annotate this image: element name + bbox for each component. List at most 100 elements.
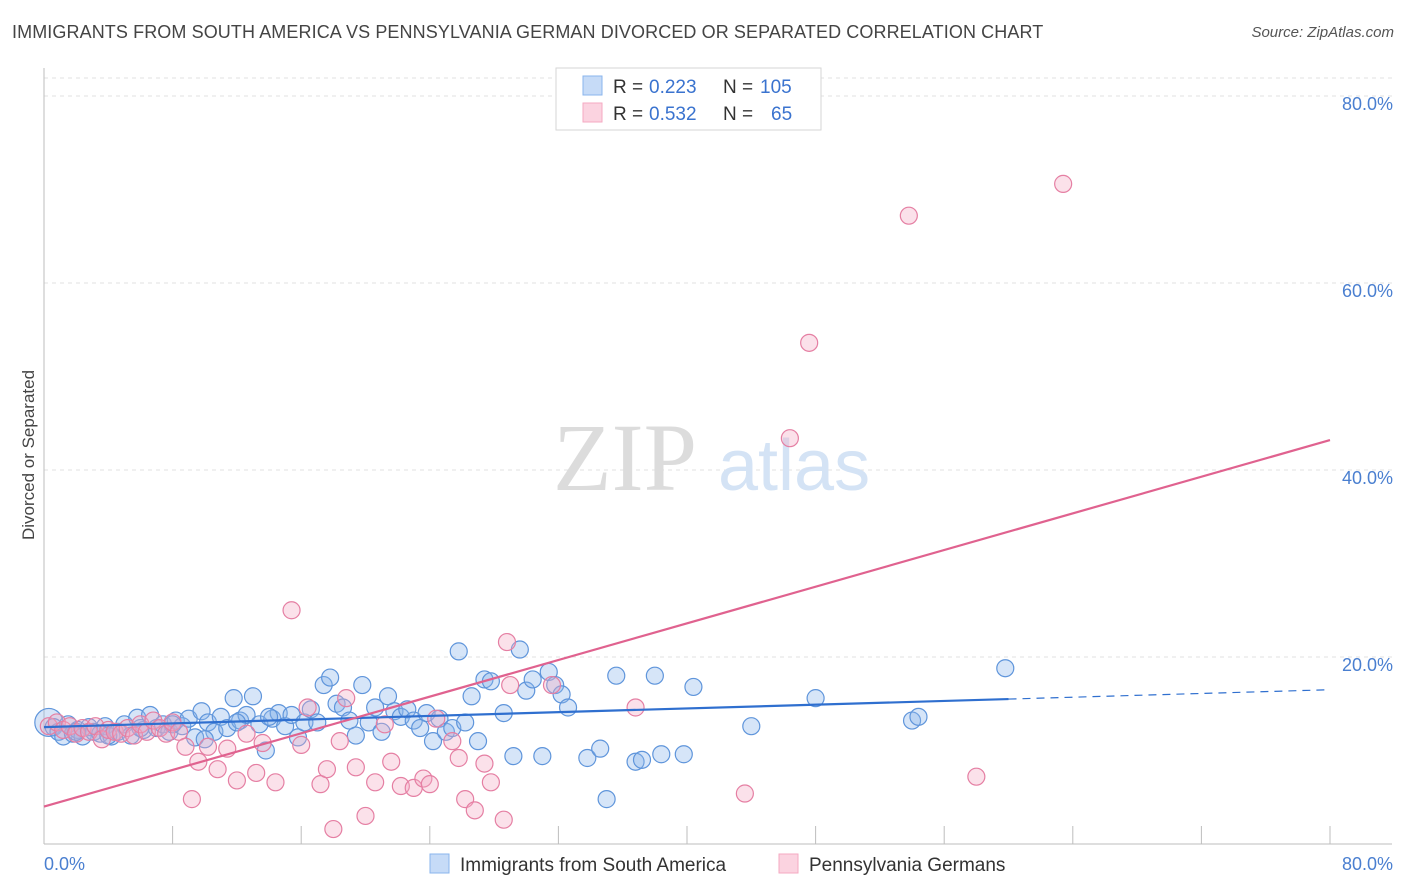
point-s0-83 xyxy=(591,739,610,758)
point-s1-24 xyxy=(198,737,218,756)
point-s0-84 xyxy=(597,790,616,809)
legend-r-label-2: R = xyxy=(613,104,643,125)
x-tick-label-1: 80.0% xyxy=(1342,854,1393,874)
legend-n-label-1: N = xyxy=(723,77,753,98)
point-s0-103 xyxy=(259,707,279,726)
legend-r-value-1: 0.223 xyxy=(649,77,697,98)
point-s0-31 xyxy=(224,689,243,708)
trend-line-s0 xyxy=(43,697,1009,729)
point-s1-37 xyxy=(324,819,343,839)
point-s1-60 xyxy=(626,698,645,717)
point-s0-96 xyxy=(996,659,1015,678)
point-s0-81 xyxy=(558,698,578,717)
point-s0-85 xyxy=(607,666,626,685)
bottom-legend-label-blue: Immigrants from South America xyxy=(460,855,727,876)
point-s0-46 xyxy=(321,668,340,687)
point-s1-29 xyxy=(247,763,266,783)
point-s0-69 xyxy=(468,732,488,751)
point-s1-64 xyxy=(899,206,918,225)
point-s1-30 xyxy=(253,733,272,753)
bottom-legend-swatch-blue xyxy=(429,853,450,874)
point-s1-54 xyxy=(475,754,494,773)
point-s1-50 xyxy=(443,732,462,751)
legend-r-value-2: 0.532 xyxy=(649,104,697,125)
point-s0-42 xyxy=(295,713,314,732)
legend: R = 0.223 N = 105 R = 0.532 N = 65 xyxy=(555,67,822,131)
point-s0-33 xyxy=(237,705,256,725)
point-s0-88 xyxy=(645,666,664,685)
point-s0-93 xyxy=(806,689,825,708)
y-tick-label-3: 80.0% xyxy=(1342,94,1393,114)
point-s1-21 xyxy=(176,737,195,756)
point-s1-41 xyxy=(356,806,375,826)
bottom-legend-label-pink: Pennsylvania Germans xyxy=(809,855,1005,876)
point-s0-68 xyxy=(462,687,481,706)
point-s0-26 xyxy=(192,702,211,721)
point-s1-22 xyxy=(182,790,201,809)
point-s1-27 xyxy=(227,771,246,790)
point-s1-32 xyxy=(282,601,301,620)
point-s0-86 xyxy=(626,752,645,771)
legend-n-value-2: 65 xyxy=(771,104,792,125)
point-s0-62 xyxy=(423,732,443,751)
legend-n-value-1: 105 xyxy=(760,77,792,98)
watermark-zip: ZIP xyxy=(553,404,697,511)
point-s0-67 xyxy=(456,713,475,732)
y-tick-label-0: 20.0% xyxy=(1342,655,1393,675)
watermark: ZIP atlas xyxy=(553,404,870,511)
point-s0-50 xyxy=(346,726,365,745)
point-s0-39 xyxy=(276,717,295,736)
trend-line-s1 xyxy=(43,439,1331,808)
point-s1-31 xyxy=(266,773,285,792)
point-s0-43 xyxy=(301,700,320,719)
point-s1-42 xyxy=(366,773,385,792)
point-s1-25 xyxy=(208,760,227,779)
trend-line-dashed-s0 xyxy=(1008,689,1331,700)
point-s1-43 xyxy=(375,715,394,734)
legend-n-label-2: N = xyxy=(723,104,753,125)
point-s1-36 xyxy=(317,760,337,779)
point-s0-77 xyxy=(533,747,552,766)
point-s0-73 xyxy=(504,747,523,766)
tick-labels: 20.0% 40.0% 60.0% 80.0% 0.0% 80.0% xyxy=(44,94,1393,874)
point-s1-65 xyxy=(967,767,986,786)
bottom-legend: Immigrants from South America Pennsylvan… xyxy=(429,853,1005,876)
point-s1-49 xyxy=(427,709,446,728)
point-s0-91 xyxy=(684,677,703,697)
point-s1-39 xyxy=(337,689,356,708)
point-s1-56 xyxy=(494,810,513,829)
axes xyxy=(43,68,1392,845)
point-s1-58 xyxy=(501,675,520,695)
point-s0-92 xyxy=(742,717,761,736)
point-s0-80 xyxy=(552,685,571,704)
point-s1-48 xyxy=(420,775,439,794)
point-s1-53 xyxy=(465,801,484,820)
point-s0-51 xyxy=(353,675,372,695)
point-s1-33 xyxy=(292,735,311,754)
y-axis-title: Divorced or Separated xyxy=(19,370,38,540)
point-s0-76 xyxy=(523,670,542,689)
data-points xyxy=(34,174,1073,839)
point-s1-55 xyxy=(481,773,500,792)
point-s1-44 xyxy=(382,752,401,771)
point-s0-66 xyxy=(449,642,468,661)
point-s1-63 xyxy=(800,333,819,352)
source-credit: Source: ZipAtlas.com xyxy=(1251,24,1394,41)
x-tick-label-0: 0.0% xyxy=(44,854,85,874)
y-tick-label-2: 60.0% xyxy=(1342,281,1393,301)
bottom-legend-swatch-pink xyxy=(778,853,799,874)
point-s1-59 xyxy=(542,675,562,695)
point-s0-87 xyxy=(632,750,652,769)
legend-r-label-1: R = xyxy=(613,77,643,98)
point-s1-28 xyxy=(237,724,256,743)
point-s0-55 xyxy=(378,687,398,706)
point-s1-62 xyxy=(780,429,799,448)
watermark-atlas: atlas xyxy=(718,426,870,506)
point-s1-57 xyxy=(497,632,517,652)
point-s0-34 xyxy=(243,687,263,706)
point-s1-40 xyxy=(346,758,365,777)
point-s1-51 xyxy=(449,748,468,768)
point-s1-66 xyxy=(1054,174,1073,193)
y-tick-label-1: 40.0% xyxy=(1342,468,1393,488)
